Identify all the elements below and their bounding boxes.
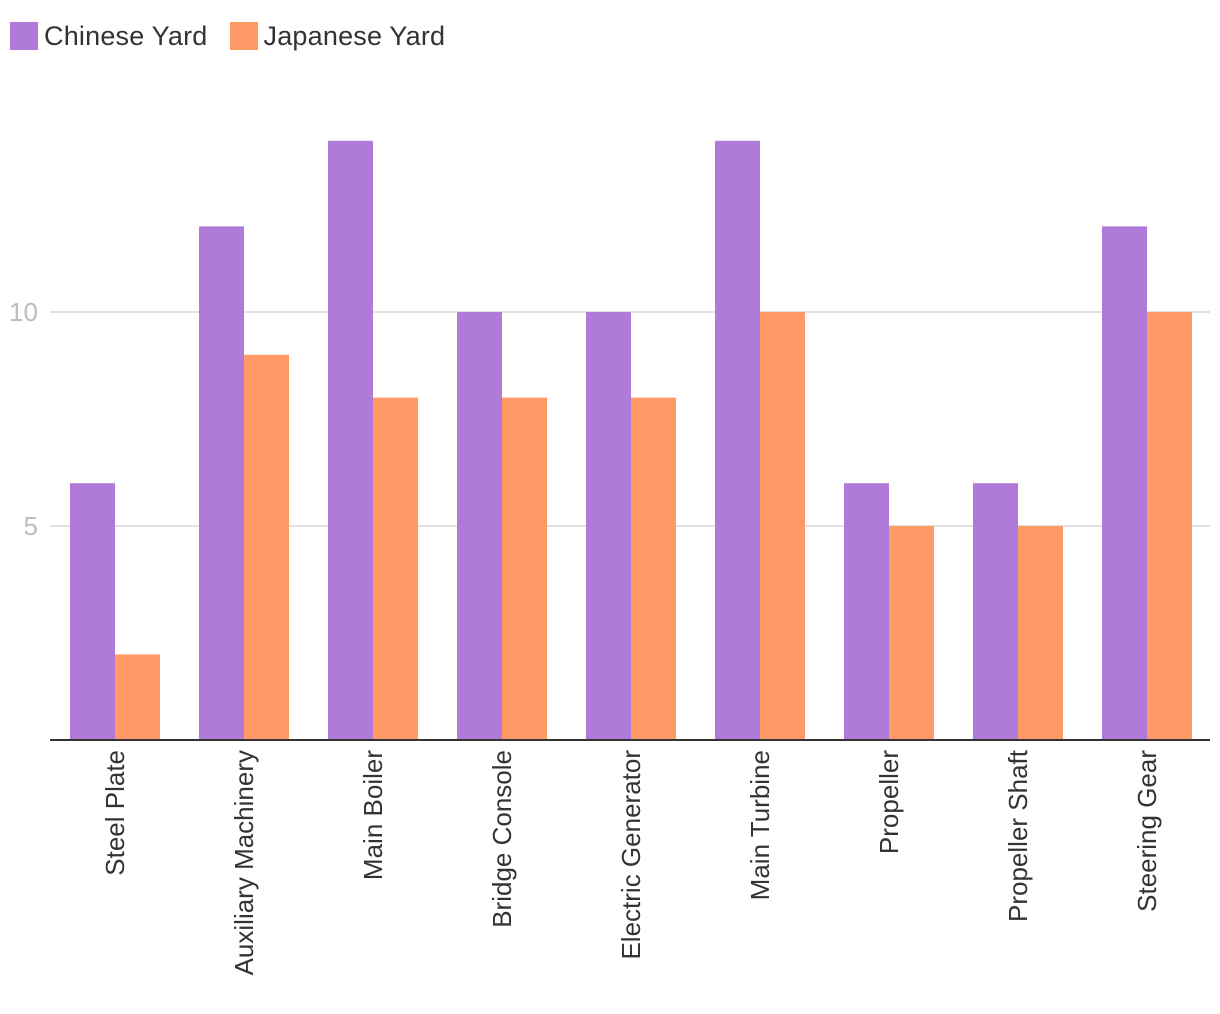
x-axis-labels: Steel Plate Auxiliary Machinery Main Boile… <box>100 749 1162 975</box>
bar-japanese-0 <box>115 654 160 740</box>
y-tick-label-5: 5 <box>24 511 38 541</box>
y-axis-ticks: 5 10 <box>9 297 38 541</box>
bar-chinese-7 <box>973 483 1018 740</box>
legend-item-japanese-yard: Japanese Yard <box>229 20 446 52</box>
bar-japanese-3 <box>502 397 547 740</box>
legend-swatch-chinese-yard <box>10 22 38 50</box>
bar-chinese-6 <box>844 483 889 740</box>
x-tick-label-6: Propeller <box>874 750 904 854</box>
legend-item-chinese-yard: Chinese Yard <box>10 21 208 52</box>
x-tick-label-1: Auxiliary Machinery <box>229 750 259 975</box>
bar-chinese-1 <box>199 226 244 740</box>
x-tick-label-0: Steel Plate <box>100 750 130 876</box>
bar-chinese-5 <box>715 140 760 741</box>
bar-chinese-2 <box>328 140 373 741</box>
bar-japanese-6 <box>889 526 934 740</box>
bar-japanese-8 <box>1147 312 1192 740</box>
x-tick-label-4: Electric Generator <box>616 750 646 960</box>
x-tick-label-3: Bridge Console <box>487 750 517 928</box>
x-tick-label-2: Main Boiler <box>358 750 388 880</box>
bar-japanese-7 <box>1018 526 1063 740</box>
legend-swatch-japanese-yard <box>229 22 258 50</box>
x-tick-label-7: Propeller Shaft <box>1003 749 1033 922</box>
legend-label-japanese-yard: Japanese Yard <box>263 20 446 51</box>
bar-japanese-4 <box>631 397 676 740</box>
bar-chinese-3 <box>457 312 502 740</box>
y-tick-label-10: 10 <box>9 297 38 327</box>
legend: Chinese Yard Japanese Yard <box>10 20 467 52</box>
legend-label-chinese-yard: Chinese Yard <box>44 20 208 51</box>
bar-japanese-5 <box>760 312 805 740</box>
x-tick-label-5: Main Turbine <box>745 750 775 900</box>
bars <box>70 140 1192 741</box>
bar-japanese-2 <box>373 397 418 740</box>
bar-chinese-4 <box>586 312 631 740</box>
bar-chinese-0 <box>70 483 115 740</box>
bar-japanese-1 <box>244 354 289 740</box>
bar-chinese-8 <box>1102 226 1147 740</box>
x-tick-label-8: Steering Gear <box>1132 750 1162 912</box>
